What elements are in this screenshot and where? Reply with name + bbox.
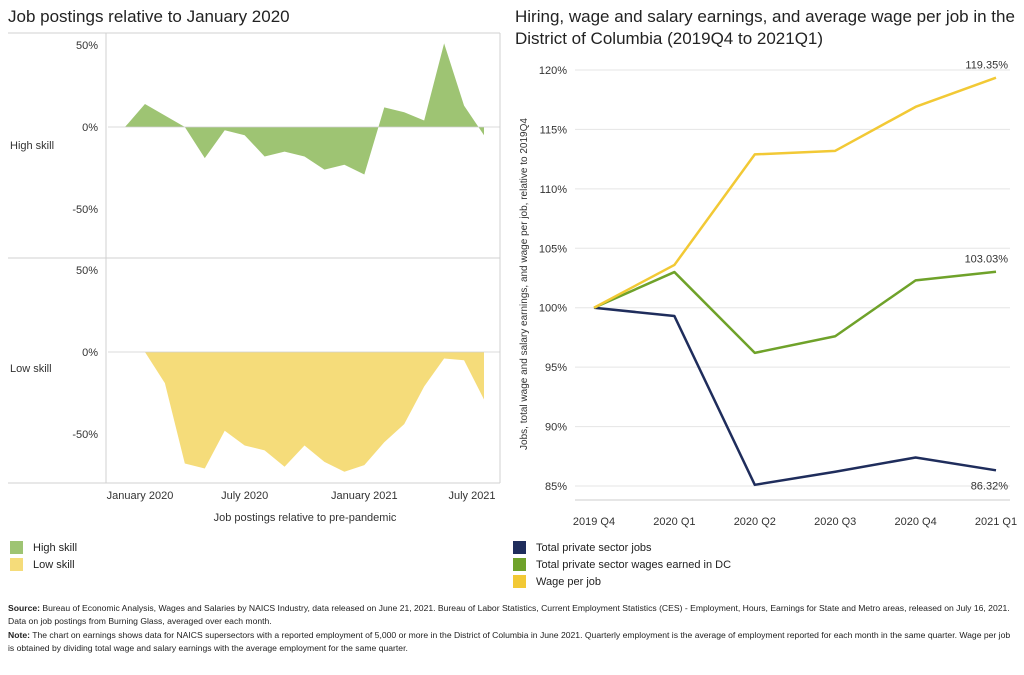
end-value-label: 86.32% xyxy=(971,480,1009,492)
right-chart-title: Hiring, wage and salary earnings, and av… xyxy=(515,7,1015,48)
y-tick-label: 95% xyxy=(545,362,567,374)
note-text: The chart on earnings shows data for NAI… xyxy=(8,630,1011,653)
x-tick-label: 2020 Q1 xyxy=(653,516,695,528)
x-tick-label: 2019 Q4 xyxy=(573,516,615,528)
note-label: Note: xyxy=(8,630,30,640)
legend-label-jobs: Total private sector jobs xyxy=(536,541,652,554)
end-value-label: 103.03% xyxy=(965,254,1009,266)
source-text: Bureau of Economic Analysis, Wages and S… xyxy=(8,603,1010,626)
legend-label-wages: Total private sector wages earned in DC xyxy=(536,558,732,571)
y-tick-label: 85% xyxy=(545,481,567,493)
y-tick-label: 90% xyxy=(545,422,567,434)
x-tick-label: 2020 Q2 xyxy=(734,516,776,528)
y-tick-label: -50% xyxy=(72,429,98,441)
line-wage-per-job xyxy=(593,76,997,309)
y-tick-label: 105% xyxy=(539,243,567,255)
area-low-skill xyxy=(125,352,484,472)
area-high-skill xyxy=(125,43,484,175)
legend-item-wages: Total private sector wages earned in DC xyxy=(513,558,731,571)
y-tick-label: 120% xyxy=(539,65,567,77)
y-tick-label: 110% xyxy=(540,184,568,196)
x-tick-label: January 2020 xyxy=(107,490,174,502)
panel-label-low-skill: Low skill xyxy=(10,363,52,375)
y-tick-label: -50% xyxy=(72,204,98,216)
line-total-private-sector-jobs xyxy=(593,306,997,487)
y-tick-label: 50% xyxy=(76,40,98,52)
x-tick-label: 2021 Q1 xyxy=(975,516,1017,528)
legend-label-high-skill: High skill xyxy=(33,541,78,554)
end-value-label: 119.35% xyxy=(965,60,1008,72)
x-tick-label: 2020 Q3 xyxy=(814,516,856,528)
x-tick-label: 2020 Q4 xyxy=(894,516,936,528)
legend-item-high-skill: High skill xyxy=(10,541,77,554)
legend-item-jobs: Total private sector jobs xyxy=(513,541,652,554)
methodology-note: Note: The chart on earnings shows data f… xyxy=(8,629,1018,655)
legend-swatch-wage-per-job xyxy=(513,575,526,588)
y-tick-label: 0% xyxy=(82,347,98,359)
legend-swatch-jobs xyxy=(513,541,526,554)
legend-item-wage-per-job: Wage per job xyxy=(513,575,601,588)
y-tick-label: 100% xyxy=(539,303,567,315)
legend-label-low-skill: Low skill xyxy=(33,558,75,571)
source-note: Source: Bureau of Economic Analysis, Wag… xyxy=(8,602,1018,628)
x-tick-label: January 2021 xyxy=(331,490,398,502)
legend-swatch-wages xyxy=(513,558,526,571)
x-tick-label: July 2020 xyxy=(221,490,268,502)
legend-item-low-skill: Low skill xyxy=(10,558,75,571)
source-label: Source: xyxy=(8,603,40,613)
x-axis-title: Job postings relative to pre-pandemic xyxy=(214,512,397,524)
y-axis-title: Jobs, total wage and salary earnings, an… xyxy=(519,118,530,450)
line-total-private-sector-wages-earned-in-dc xyxy=(593,270,997,355)
y-tick-label: 0% xyxy=(82,122,98,134)
left-chart-title: Job postings relative to January 2020 xyxy=(8,7,290,26)
legend-label-wage-per-job: Wage per job xyxy=(536,575,602,588)
y-tick-label: 115% xyxy=(540,124,568,136)
legend-swatch-low-skill xyxy=(10,558,23,571)
y-tick-label: 50% xyxy=(76,265,98,277)
panel-label-high-skill: High skill xyxy=(10,140,54,152)
legend-swatch-high-skill xyxy=(10,541,23,554)
x-tick-label: July 2021 xyxy=(448,490,495,502)
